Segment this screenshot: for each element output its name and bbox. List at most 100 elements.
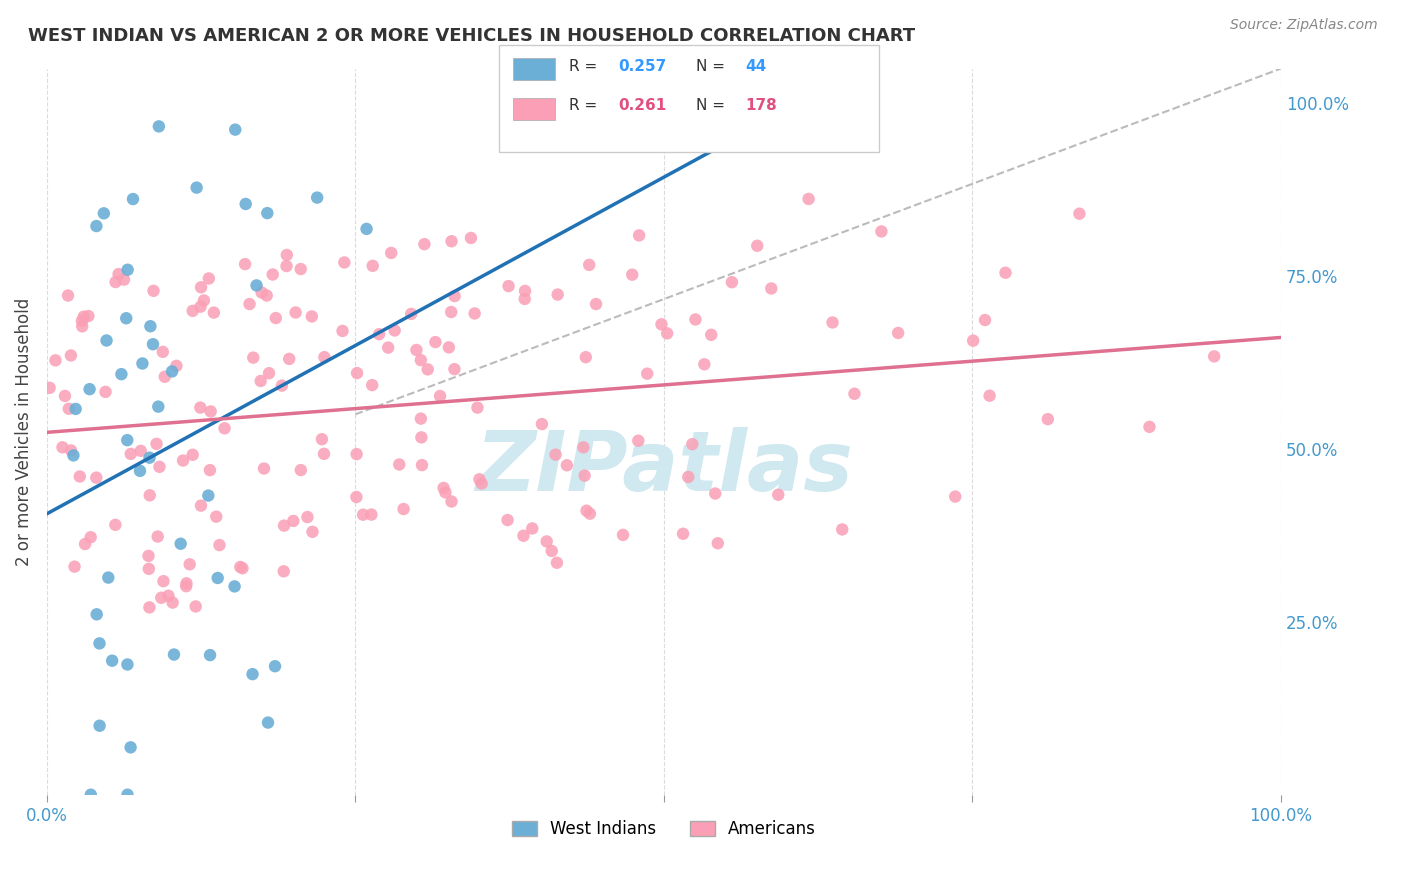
Americans: [271, 378, 294, 392]
Americans: [142, 284, 165, 298]
Americans: [578, 258, 600, 272]
Americans: [301, 524, 323, 539]
Text: N =: N =: [696, 98, 730, 112]
Text: 0.257: 0.257: [619, 60, 666, 74]
Americans: [60, 443, 83, 458]
West Indians: [138, 450, 160, 465]
Americans: [80, 530, 103, 544]
Americans: [104, 275, 127, 289]
West Indians: [65, 401, 87, 416]
Americans: [628, 228, 651, 243]
Americans: [464, 306, 486, 320]
Americans: [174, 579, 197, 593]
Americans: [575, 350, 598, 364]
West Indians: [86, 607, 108, 622]
West Indians: [256, 206, 278, 220]
Americans: [399, 307, 422, 321]
West Indians: [186, 180, 208, 194]
Americans: [536, 534, 558, 549]
Americans: [887, 326, 910, 340]
West Indians: [224, 122, 246, 136]
West Indians: [96, 334, 118, 348]
Americans: [283, 514, 305, 528]
Americans: [547, 287, 569, 301]
Americans: [77, 309, 100, 323]
Americans: [747, 239, 769, 253]
Text: R =: R =: [569, 60, 603, 74]
Americans: [94, 384, 117, 399]
Americans: [377, 341, 399, 355]
Americans: [1069, 207, 1091, 221]
Americans: [655, 326, 678, 341]
Americans: [361, 378, 384, 392]
Americans: [284, 305, 307, 319]
Americans: [198, 463, 221, 477]
Americans: [555, 458, 578, 473]
Americans: [242, 351, 264, 365]
Americans: [138, 600, 160, 615]
West Indians: [169, 537, 191, 551]
Americans: [650, 318, 672, 332]
Americans: [943, 490, 966, 504]
Americans: [200, 404, 222, 418]
Americans: [145, 437, 167, 451]
Americans: [238, 297, 260, 311]
Americans: [138, 562, 160, 576]
Americans: [621, 268, 644, 282]
Americans: [250, 285, 273, 300]
West Indians: [198, 648, 221, 662]
Americans: [361, 259, 384, 273]
Americans: [468, 472, 491, 486]
Americans: [974, 313, 997, 327]
Americans: [190, 499, 212, 513]
Americans: [112, 272, 135, 286]
West Indians: [89, 719, 111, 733]
Americans: [301, 310, 323, 324]
Americans: [522, 521, 544, 535]
Americans: [44, 353, 66, 368]
Americans: [273, 518, 295, 533]
West Indians: [131, 356, 153, 370]
West Indians: [242, 667, 264, 681]
Text: WEST INDIAN VS AMERICAN 2 OR MORE VEHICLES IN HOUSEHOLD CORRELATION CHART: WEST INDIAN VS AMERICAN 2 OR MORE VEHICL…: [28, 27, 915, 45]
Americans: [574, 468, 596, 483]
Americans: [636, 367, 658, 381]
Americans: [797, 192, 820, 206]
Americans: [368, 327, 391, 342]
West Indians: [224, 579, 246, 593]
Text: 44: 44: [745, 60, 766, 74]
Americans: [229, 560, 252, 574]
West Indians: [163, 648, 186, 662]
Americans: [411, 430, 433, 444]
Americans: [202, 305, 225, 319]
Americans: [513, 284, 536, 298]
Americans: [278, 351, 301, 366]
Americans: [297, 510, 319, 524]
Americans: [333, 255, 356, 269]
West Indians: [101, 654, 124, 668]
Americans: [152, 574, 174, 589]
Americans: [1036, 412, 1059, 426]
Americans: [513, 292, 536, 306]
Americans: [176, 576, 198, 591]
Americans: [471, 476, 494, 491]
Americans: [409, 353, 432, 368]
West Indians: [257, 715, 280, 730]
Americans: [460, 231, 482, 245]
Americans: [58, 401, 80, 416]
Americans: [253, 461, 276, 475]
Americans: [190, 300, 212, 314]
Americans: [678, 470, 700, 484]
Americans: [63, 559, 86, 574]
West Indians: [97, 571, 120, 585]
Americans: [672, 526, 695, 541]
Americans: [437, 340, 460, 354]
Americans: [51, 440, 73, 454]
Americans: [821, 315, 844, 329]
West Indians: [79, 382, 101, 396]
Americans: [530, 417, 553, 431]
Americans: [276, 259, 298, 273]
Americans: [585, 297, 607, 311]
Americans: [346, 447, 368, 461]
Americans: [721, 275, 744, 289]
